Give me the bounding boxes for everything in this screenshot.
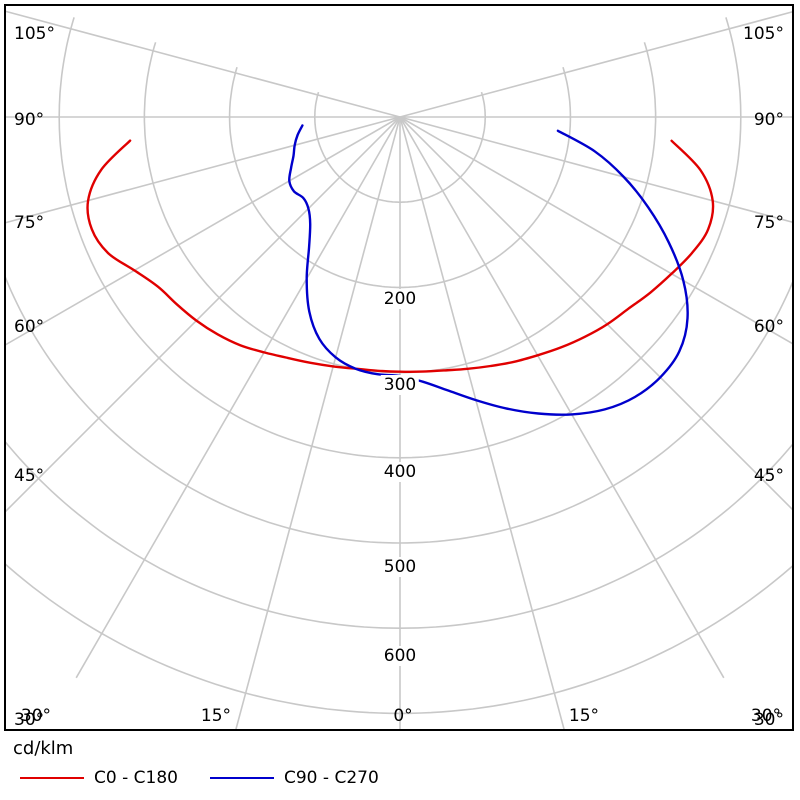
grid-spoke-30 <box>399 116 725 679</box>
polar-grid-and-curves <box>6 10 792 729</box>
legend-entry-c90-c270: C90 - C270 <box>210 768 379 788</box>
grid-spoke--15 <box>235 116 401 729</box>
angle-label-bottom-3: 15° <box>568 706 600 726</box>
grid-spoke--105 <box>6 10 401 118</box>
angle-label-bottom-0: 30° <box>20 706 52 726</box>
radial-label-2: 400 <box>380 462 420 482</box>
grid-spoke-60 <box>399 116 792 345</box>
plot-frame: 105° 90° 75° 60° 45° 30° 105° 90° 75° 60° 45° 30° … <box>4 4 794 731</box>
grid-spoke-15 <box>399 116 565 729</box>
radial-label-1: 300 <box>380 375 420 395</box>
angle-label-right-2: 75° <box>753 213 784 233</box>
grid-spoke--75 <box>6 116 401 224</box>
angle-label-bottom-2: 0° <box>393 706 413 726</box>
legend-unit-label: cd/klm <box>13 738 74 759</box>
grid-spokes <box>6 10 792 729</box>
legend: cd/klm C0 - C180 C90 - C270 <box>4 738 794 796</box>
angle-label-left-0: 105° <box>14 24 55 44</box>
angle-label-bottom-4: 30° <box>750 706 782 726</box>
angle-label-right-4: 45° <box>753 466 784 486</box>
radial-label-4: 600 <box>380 646 420 666</box>
angle-label-right-1: 90° <box>753 110 784 130</box>
angle-label-right-3: 60° <box>753 317 784 337</box>
angle-label-left-1: 90° <box>14 110 45 130</box>
angle-label-left-5: 30° <box>14 710 45 730</box>
radial-label-0: 200 <box>380 289 420 309</box>
grid-spoke-45 <box>399 116 792 511</box>
angle-label-left-3: 60° <box>14 317 45 337</box>
grid-spoke--45 <box>6 116 401 513</box>
angle-label-bottom-1: 15° <box>200 706 232 726</box>
grid-spoke--60 <box>6 116 401 346</box>
legend-entry-c0-c180: C0 - C180 <box>20 768 178 788</box>
grid-spoke--30 <box>75 116 401 679</box>
legend-swatch-c0-c180 <box>20 777 84 779</box>
angle-label-right-5: 30° <box>753 710 784 730</box>
angle-label-left-4: 45° <box>14 466 45 486</box>
radial-label-3: 500 <box>380 557 420 577</box>
legend-label-c0-c180: C0 - C180 <box>94 768 178 788</box>
angle-label-left-2: 75° <box>14 213 45 233</box>
legend-swatch-c90-c270 <box>210 777 274 779</box>
series-curve-c0-c180 <box>86 139 715 374</box>
angle-label-right-0: 105° <box>743 24 784 44</box>
grid-spoke-75 <box>399 116 792 223</box>
legend-label-c90-c270: C90 - C270 <box>284 768 379 788</box>
grid-spoke-105 <box>399 11 792 118</box>
